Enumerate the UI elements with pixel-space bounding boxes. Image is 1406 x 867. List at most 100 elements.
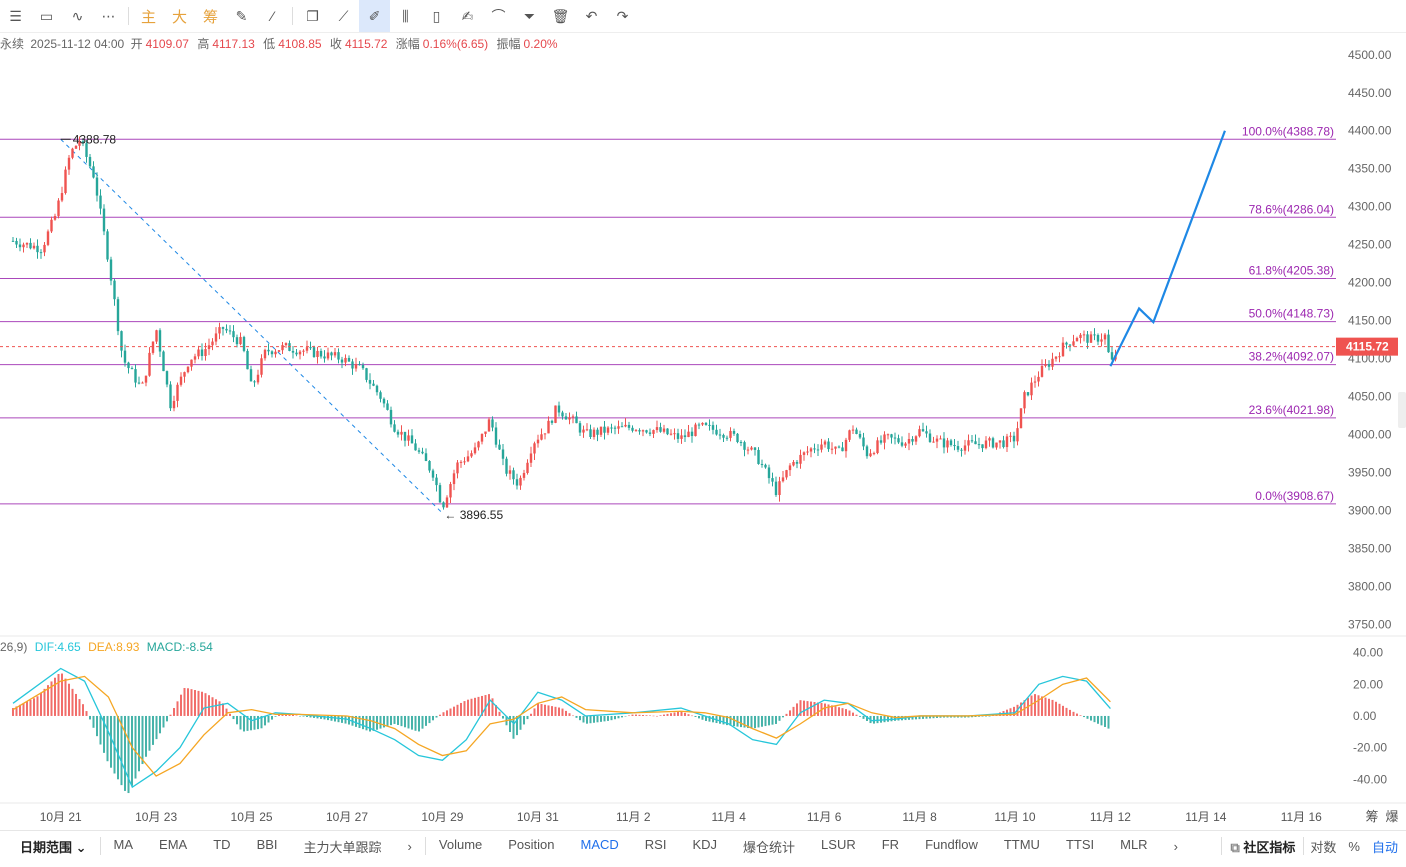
indicator-tab-ema[interactable]: EMA	[159, 836, 188, 852]
candle-body	[361, 365, 365, 369]
toolbar-text-button-2[interactable]: 筹	[202, 8, 218, 26]
fib-level-label: 78.6%(4286.04)	[1249, 202, 1334, 216]
indicator-tab-rsi[interactable]: RSI	[644, 836, 667, 852]
macd-histogram-bar	[890, 715, 893, 722]
macd-histogram-bar	[1104, 715, 1106, 727]
candle-body	[204, 349, 207, 357]
macd-histogram-bar	[253, 715, 256, 730]
indicator-tab-爆仓统计[interactable]: 爆仓统计	[743, 839, 796, 855]
date-range-dropdown[interactable]: 日期范围 ⌄	[0, 837, 100, 856]
price-tick-label: 4500.00	[1348, 48, 1392, 62]
macd-histogram-bar	[138, 715, 140, 772]
candle-body	[494, 427, 498, 445]
macd-histogram-bar	[407, 715, 410, 729]
candle-body	[582, 429, 585, 433]
indicator-tab-bbi[interactable]: BBI	[256, 836, 278, 852]
filter-icon[interactable]: ⏷	[523, 7, 536, 24]
community-indicators-button[interactable]: ⧉ 社区指标	[1222, 837, 1303, 856]
candle-body	[267, 349, 270, 352]
candle-body	[130, 368, 134, 370]
candle-body	[879, 440, 883, 443]
indicator-tab-lsur[interactable]: LSUR	[821, 836, 856, 852]
percent-scale-toggle[interactable]: %	[1348, 838, 1360, 854]
copy-icon[interactable]: ❐	[306, 7, 319, 24]
candle-body	[232, 331, 235, 338]
candle-body	[949, 440, 953, 446]
indicator-tab-主力大单跟踪[interactable]: 主力大单跟踪	[303, 839, 382, 855]
macd-histogram-bar	[267, 715, 270, 723]
candles-icon[interactable]: ⫼	[402, 7, 409, 24]
magic-wand-icon[interactable]: ⁄	[271, 8, 274, 24]
indicator-tab-macd[interactable]: MACD	[580, 836, 619, 852]
macd-histogram-bar	[498, 711, 501, 716]
fib-level-label: 23.6%(4021.98)	[1249, 403, 1334, 417]
indicator-tab-volume[interactable]: Volume	[438, 836, 483, 852]
trash-icon[interactable]: 🗑	[551, 7, 570, 24]
chart-area[interactable]: 4500.00 4450.00 4400.00 4350.00 4300.00 4250.…	[0, 32, 1406, 830]
chevron-right-icon[interactable]: ›	[1173, 838, 1178, 854]
log-scale-toggle[interactable]: 对数	[1310, 839, 1337, 855]
candle-body	[218, 327, 221, 334]
macd-histogram-bar	[621, 715, 623, 718]
candle-body	[547, 420, 550, 434]
macd-histogram-bar	[316, 715, 319, 719]
candle-body	[886, 434, 890, 436]
rectangle-icon[interactable]: ▭	[39, 7, 54, 24]
macd-histogram-bar	[1065, 707, 1068, 716]
macd-histogram-bar	[232, 715, 235, 720]
note-icon[interactable]: ▯	[432, 7, 441, 24]
indicator-tab-ttsi[interactable]: TTSI	[1065, 836, 1095, 852]
macd-histogram-bar	[64, 678, 67, 716]
candle-body	[865, 446, 869, 457]
macd-histogram-bar	[1058, 703, 1061, 716]
indicator-tab-fundflow[interactable]: Fundflow	[925, 836, 978, 852]
time-tick-label: 10月 31	[517, 810, 559, 824]
candle-body	[557, 405, 561, 413]
indicator-tab-position[interactable]: Position	[508, 836, 555, 852]
redo-icon[interactable]: ↷	[616, 7, 629, 24]
candle-body	[897, 438, 900, 443]
macd-histogram-bar	[292, 714, 294, 716]
ruler-icon[interactable]: ⟋	[338, 7, 349, 24]
toolbar-text-button-1[interactable]: 大	[171, 8, 187, 26]
candle-body	[778, 481, 781, 496]
candle-body	[809, 448, 813, 452]
toolbar-text-button-0[interactable]: 主	[140, 8, 156, 26]
more-icon[interactable]: ⋯	[101, 7, 116, 24]
macd-histogram-bar	[785, 713, 788, 716]
undo-icon[interactable]: ↶	[585, 7, 598, 24]
candle-body	[708, 424, 711, 426]
indicator-tab-mlr[interactable]: MLR	[1120, 836, 1148, 852]
macd-histogram-bar	[544, 704, 546, 716]
candle-body	[228, 330, 232, 332]
candle-body	[767, 467, 771, 479]
indicator-tab-ma[interactable]: MA	[113, 836, 134, 852]
macd-histogram-bar	[845, 709, 847, 716]
indicator-tab-td[interactable]: TD	[213, 836, 231, 852]
candle-body	[463, 461, 466, 463]
candle-body	[368, 379, 372, 384]
candle-body	[585, 429, 589, 431]
edit-icon[interactable]: ✍	[461, 7, 474, 24]
macd-histogram-bar	[155, 715, 158, 740]
draw-pencil-icon[interactable]: ✎	[235, 7, 248, 24]
chevron-right-icon[interactable]: ›	[407, 838, 412, 854]
macd-histogram-bar	[586, 715, 588, 724]
indicator-tab-fr[interactable]: FR	[881, 836, 900, 852]
indicator-tab-ttmu[interactable]: TTMU	[1003, 836, 1040, 852]
macd-histogram-bar	[61, 673, 63, 716]
menu-icon[interactable]: ☰	[9, 7, 22, 24]
candle-body	[305, 347, 309, 351]
candle-body	[414, 443, 417, 451]
macd-histogram-bar	[330, 715, 333, 721]
price-tick-label: 4450.00	[1348, 86, 1392, 100]
candle-body	[659, 427, 662, 432]
brush-icon[interactable]: ✐	[359, 0, 390, 32]
magnet-icon[interactable]: ⌒	[491, 8, 506, 24]
candle-body	[46, 231, 50, 245]
macd-histogram-bar	[141, 715, 144, 765]
auto-scale-toggle[interactable]: 自动	[1371, 839, 1398, 855]
chart-type-icon[interactable]: ∿	[71, 7, 84, 24]
indicator-tab-kdj[interactable]: KDJ	[692, 836, 718, 852]
candle-body	[123, 350, 127, 363]
